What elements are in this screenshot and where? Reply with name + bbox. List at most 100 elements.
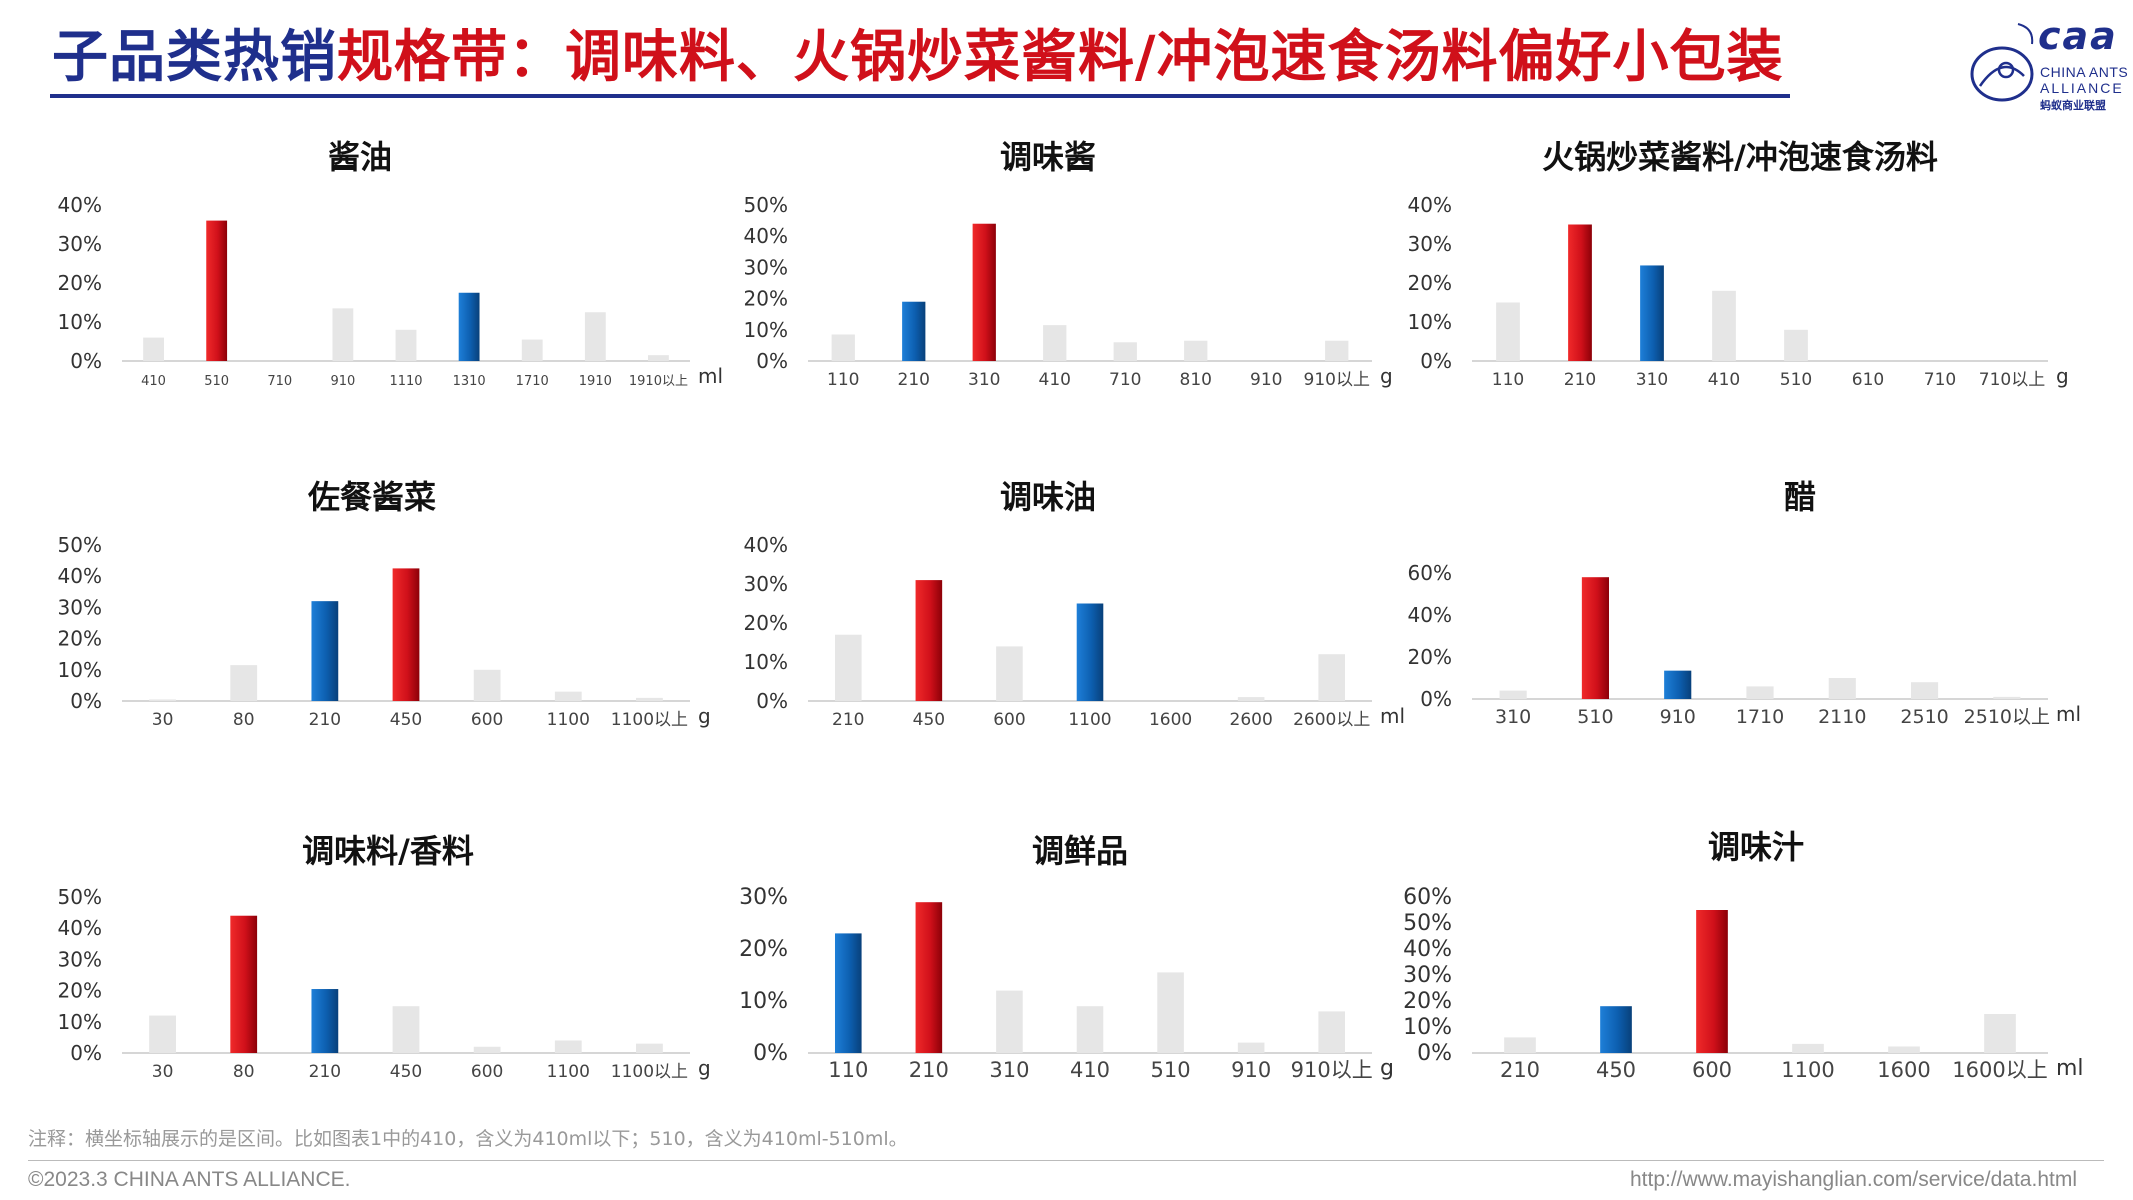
y-tick-label: 20% <box>739 937 788 962</box>
chart-title: 调味料/香料 <box>302 832 474 870</box>
unit-label: g <box>1380 1056 1394 1081</box>
bar <box>311 989 339 1053</box>
title-underline <box>50 94 1790 98</box>
x-tick-label: 1100 <box>1068 710 1111 730</box>
x-tick-label: 2600 <box>1230 710 1273 730</box>
chart-panel-1: 酱油 0% 10% 20% 30% 40% 410 510 710 910 1110 1310 1710… <box>58 138 724 389</box>
bar <box>972 223 996 361</box>
chart-title: 调鲜品 <box>1032 832 1128 870</box>
bar <box>648 355 669 361</box>
y-tick-label: 0% <box>70 689 102 713</box>
x-tick-label: 450 <box>913 710 945 730</box>
bar <box>1640 265 1664 361</box>
x-tick-label: 110 <box>828 1058 868 1082</box>
bar <box>996 990 1023 1053</box>
bar <box>1496 302 1520 361</box>
bar <box>1910 682 1939 699</box>
copyright: ©2023.3 CHINA ANTS ALLIANCE. <box>28 1168 351 1191</box>
bar <box>1237 697 1265 701</box>
y-tick-label: 10% <box>1408 310 1452 334</box>
y-tick-label: 50% <box>1403 911 1452 936</box>
bar <box>554 1040 582 1053</box>
chart-panel-8: 调鲜品 0% 10% 20% 30% 110 210 310 410 510 910 910以上 g <box>739 832 1394 1082</box>
bar <box>1499 690 1527 699</box>
unit-label: ml <box>2056 702 2081 726</box>
bar <box>143 337 164 361</box>
chart-panel-7: 调味料/香料 0% 10% 20% 30% 40% 50% 30 80 210 450 600 1100… <box>58 832 711 1082</box>
y-tick-label: 30% <box>1408 232 1452 256</box>
bar <box>1888 1046 1920 1053</box>
x-tick-label: 510 <box>1151 1058 1191 1082</box>
bar <box>1792 1043 1824 1053</box>
x-tick-label: 80 <box>233 710 255 730</box>
x-tick-label: 1910以上 <box>629 374 688 389</box>
x-tick-label: 210 <box>909 1058 949 1082</box>
page-title: 子品类热销规格带：调味料、火锅炒菜酱料/冲泡速食汤料偏好小包装 <box>52 18 1783 98</box>
x-tick-label: 1100 <box>547 1062 590 1082</box>
unit-label: g <box>2056 364 2069 388</box>
y-tick-label: 10% <box>744 650 788 674</box>
x-tick-label: 1600 <box>1149 710 1192 730</box>
bar <box>834 933 862 1053</box>
x-tick-label: 1100以上 <box>611 1062 688 1082</box>
x-tick-label: 710以上 <box>1979 370 2045 390</box>
x-tick-label: 210 <box>1564 370 1596 390</box>
bar <box>636 1043 663 1053</box>
chart-panel-4: 佐餐酱菜 0% 10% 20% 30% 40% 50% 30 80 210 450 600 1100 11… <box>58 478 711 730</box>
x-tick-label: 600 <box>471 1062 503 1082</box>
x-tick-label: 710 <box>1109 370 1141 390</box>
x-tick-label: 910 <box>1231 1058 1271 1082</box>
x-tick-label: 210 <box>309 710 341 730</box>
unit-label: ml <box>698 364 723 388</box>
y-tick-label: 40% <box>58 193 102 217</box>
unit-label: g <box>698 1056 711 1080</box>
y-tick-label: 10% <box>58 1010 102 1034</box>
x-tick-label: 510 <box>1780 370 1812 390</box>
bar <box>1746 686 1774 699</box>
x-tick-label: 1100以上 <box>611 710 688 730</box>
bar <box>902 301 926 361</box>
x-tick-label: 910以上 <box>1304 370 1370 390</box>
bar <box>1712 290 1736 361</box>
bar <box>458 292 480 361</box>
y-tick-label: 0% <box>756 349 788 373</box>
bar <box>1581 577 1610 699</box>
x-tick-label: 310 <box>1636 370 1668 390</box>
bar <box>1157 972 1184 1053</box>
x-tick-label: 1710 <box>516 374 549 389</box>
x-tick-label: 810 <box>1180 370 1212 390</box>
x-tick-label: 410 <box>1708 370 1740 390</box>
x-tick-label: 80 <box>233 1062 255 1082</box>
bar <box>206 220 228 361</box>
y-tick-label: 10% <box>744 318 788 342</box>
y-tick-label: 60% <box>1403 885 1452 910</box>
chart-title: 调味油 <box>1000 478 1096 516</box>
x-tick-label: 410 <box>1070 1058 1110 1082</box>
x-tick-label: 1100 <box>547 710 590 730</box>
bar <box>1237 1042 1265 1053</box>
y-tick-label: 30% <box>58 232 102 256</box>
bar <box>395 329 417 361</box>
y-tick-label: 0% <box>70 349 102 373</box>
chart-panel-9: 调味汁 0%10%20%30%40%50%60% 210 450 600 1100 1600… <box>1403 828 2083 1082</box>
unit-label: ml <box>2056 1056 2084 1081</box>
footer-url[interactable]: http://www.mayishanglian.com/service/dat… <box>1629 1168 2077 1191</box>
y-tick-label: 50% <box>58 533 102 557</box>
y-tick-label: 30% <box>739 885 788 910</box>
y-tick-label: 0% <box>1420 687 1452 711</box>
y-tick-label: 30% <box>744 572 788 596</box>
x-tick-label: 910 <box>1660 706 1696 728</box>
x-tick-label: 210 <box>1500 1058 1540 1082</box>
chart-title: 调味汁 <box>1708 828 1804 866</box>
bar <box>1568 224 1592 361</box>
x-tick-label: 910 <box>1250 370 1282 390</box>
x-tick-label: 1100 <box>1781 1058 1834 1082</box>
x-tick-label: 910 <box>330 374 355 389</box>
y-tick-label: 20% <box>58 271 102 295</box>
bar <box>584 312 606 361</box>
y-tick-label: 20% <box>1408 271 1452 295</box>
x-tick-label: 1110 <box>389 374 422 389</box>
bar <box>1184 340 1208 361</box>
